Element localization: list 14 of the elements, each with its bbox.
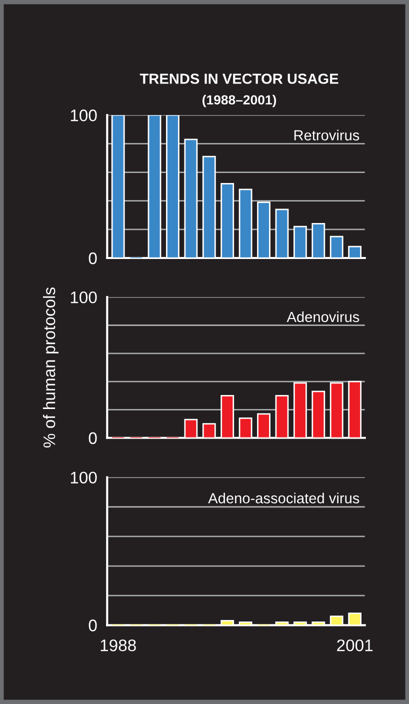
x-tick-label: 1988	[100, 639, 136, 652]
y-tick-label: 0	[88, 252, 97, 264]
y-tick-label: 100	[70, 291, 97, 304]
y-tick-label: 100	[70, 110, 97, 122]
text: Adenovirus	[286, 311, 360, 322]
y-tick-label: 0	[88, 432, 97, 444]
y-tick-label: 0	[88, 620, 97, 632]
y-axis-title: % of human protocols	[42, 287, 59, 448]
text: Adeno-associated virus	[208, 492, 360, 504]
y-tick-label: 100	[70, 472, 97, 484]
chart-title: TRENDS IN VECTOR USAGE	[140, 74, 338, 84]
chart-subtitle: (1988–2001)	[202, 94, 276, 108]
text: Retrovirus	[294, 130, 360, 140]
x-tick-label: 2001	[337, 639, 373, 652]
